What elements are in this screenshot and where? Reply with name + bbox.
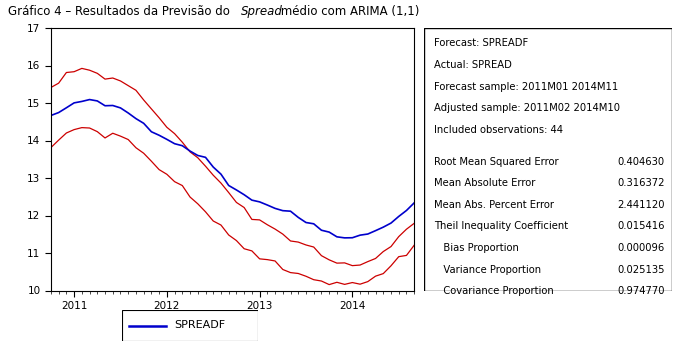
Text: Adjusted sample: 2011M02 2014M10: Adjusted sample: 2011M02 2014M10 <box>435 103 621 113</box>
Text: Root Mean Squared Error: Root Mean Squared Error <box>435 157 559 167</box>
Text: 0.025135: 0.025135 <box>617 265 665 274</box>
Text: 2.441120: 2.441120 <box>617 200 665 210</box>
Text: Gráfico 4 – Resultados da Previsão do: Gráfico 4 – Resultados da Previsão do <box>8 5 234 18</box>
Text: médio com ARIMA (1,1): médio com ARIMA (1,1) <box>277 5 420 18</box>
Text: 0.015416: 0.015416 <box>617 222 665 231</box>
Text: Theil Inequality Coefficient: Theil Inequality Coefficient <box>435 222 568 231</box>
Text: Covariance Proportion: Covariance Proportion <box>435 286 554 296</box>
Text: Forecast sample: 2011M01 2014M11: Forecast sample: 2011M01 2014M11 <box>435 82 619 92</box>
Text: 0.974770: 0.974770 <box>617 286 665 296</box>
Text: SPREADF: SPREADF <box>174 321 225 330</box>
Text: Mean Abs. Percent Error: Mean Abs. Percent Error <box>435 200 554 210</box>
Text: Forecast: SPREADF: Forecast: SPREADF <box>435 38 528 49</box>
Text: Mean Absolute Error: Mean Absolute Error <box>435 178 536 188</box>
Text: Included observations: 44: Included observations: 44 <box>435 125 564 135</box>
Text: 0.000096: 0.000096 <box>617 243 665 253</box>
Text: Variance Proportion: Variance Proportion <box>435 265 541 274</box>
Text: Actual: SPREAD: Actual: SPREAD <box>435 60 512 70</box>
Text: 0.404630: 0.404630 <box>618 157 665 167</box>
Text: Spread: Spread <box>241 5 283 18</box>
Text: 0.316372: 0.316372 <box>617 178 665 188</box>
Text: Bias Proportion: Bias Proportion <box>435 243 519 253</box>
